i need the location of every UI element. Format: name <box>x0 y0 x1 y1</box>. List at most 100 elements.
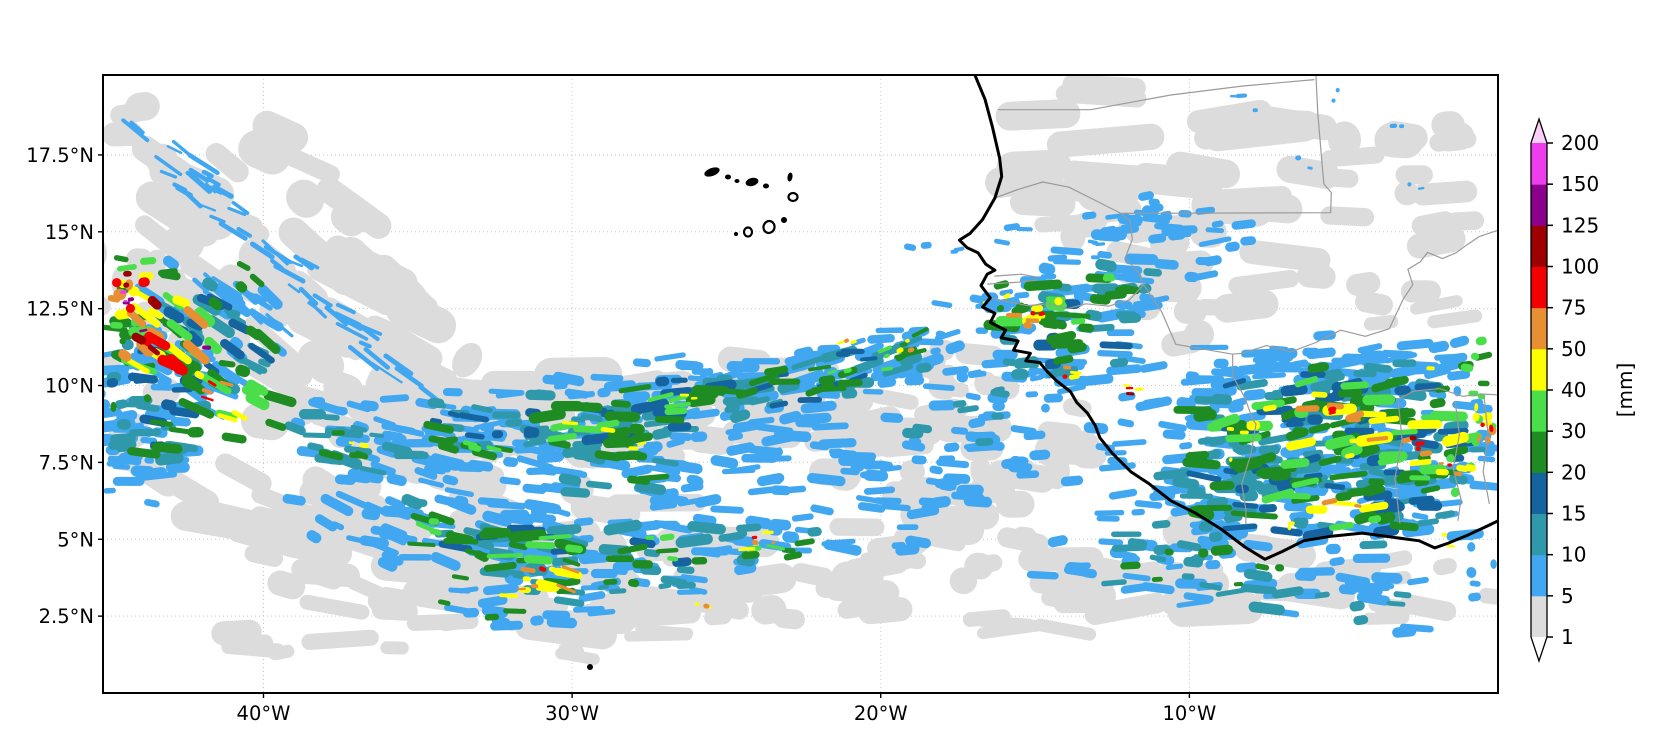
precip-blob <box>629 423 645 435</box>
precip-blob <box>1095 242 1106 247</box>
precip-blob <box>1029 374 1044 382</box>
precip-blob <box>939 483 954 492</box>
precip-blob <box>1208 436 1226 447</box>
precip-blob <box>278 217 361 296</box>
precip-blob <box>1477 455 1496 463</box>
precip-blob <box>1122 572 1151 582</box>
precip-blob <box>877 345 892 354</box>
precip-blob <box>1160 210 1172 218</box>
precip-blob <box>995 315 1024 327</box>
precip-blob <box>547 432 577 443</box>
colorbar-segment <box>1531 225 1547 267</box>
precip-blob <box>170 416 191 427</box>
country-border <box>990 181 1145 310</box>
precip-blob <box>116 264 137 272</box>
precip-blob <box>920 241 932 249</box>
precip-blob <box>1248 601 1285 616</box>
precip-blob <box>1419 450 1433 457</box>
precip-blob <box>691 557 708 565</box>
precip-blob <box>770 485 791 496</box>
precip-blob <box>482 583 519 596</box>
precip-blob <box>1131 508 1145 516</box>
precip-blob <box>645 535 655 540</box>
precip-blob <box>225 287 244 304</box>
precip-blob <box>1441 532 1448 537</box>
precip-blob <box>741 550 760 560</box>
precip-blob <box>879 461 894 472</box>
precip-blob <box>200 373 232 395</box>
precip-blob <box>596 419 620 430</box>
precip-blob <box>759 476 783 485</box>
precip-blob <box>299 257 320 270</box>
precip-blob <box>1311 391 1328 398</box>
precip-blob <box>1280 383 1308 397</box>
precip-blob <box>1448 474 1468 485</box>
precip-blob <box>806 472 846 487</box>
country-border <box>998 79 1315 111</box>
precip-blob <box>128 428 162 437</box>
island <box>704 167 720 177</box>
precip-blob <box>1151 520 1171 529</box>
precip-blob <box>1186 470 1222 483</box>
precip-blob <box>808 364 832 372</box>
precip-blob <box>727 432 744 441</box>
precip-blob <box>423 420 454 434</box>
precip-blob <box>516 455 555 471</box>
precip-blob <box>935 330 946 339</box>
precip-blob <box>1211 220 1224 228</box>
precip-blob <box>1222 378 1247 389</box>
precip-blob <box>1329 556 1345 567</box>
precip-blob <box>112 278 122 288</box>
island <box>734 179 740 183</box>
colorbar-tick-label: 40 <box>1561 378 1586 402</box>
precip-blob <box>154 154 183 177</box>
precip-blob <box>1335 491 1352 502</box>
precip-blob <box>1040 273 1057 280</box>
precip-blob <box>202 345 212 350</box>
precip-blob <box>147 295 162 310</box>
precip-blob <box>1111 531 1142 537</box>
precip-blob <box>312 293 333 308</box>
precip-blob <box>1321 497 1338 506</box>
precip-blob <box>1108 488 1138 500</box>
precip-blob <box>1318 455 1342 467</box>
precip-blob <box>1490 559 1497 569</box>
country-border <box>1452 400 1462 521</box>
precip-blob <box>348 441 354 445</box>
precip-blob <box>1467 542 1476 552</box>
precip-blob <box>127 446 161 459</box>
precip-blob <box>1355 291 1394 316</box>
precip-blob <box>1325 543 1341 555</box>
precip-blob <box>168 426 202 436</box>
precip-blob <box>1469 446 1487 453</box>
island <box>762 219 776 235</box>
precip-blob <box>811 422 849 431</box>
precip-blob <box>1390 428 1418 436</box>
colorbar-segment <box>1531 472 1547 514</box>
precip-blob <box>1023 279 1063 292</box>
precip-blob <box>884 353 890 359</box>
precip-blob <box>632 358 651 368</box>
precip-blob <box>1186 99 1272 133</box>
precip-blob <box>330 201 368 237</box>
precip-blob <box>552 371 585 387</box>
precip-blob <box>928 400 956 411</box>
precip-blob <box>1474 403 1479 412</box>
precip-blob <box>118 349 132 362</box>
precip-blob <box>273 263 306 284</box>
precip-blob <box>703 603 710 609</box>
precip-blob <box>1087 239 1098 245</box>
precip-blob <box>381 441 413 456</box>
precip-blob <box>1209 385 1236 397</box>
precip-blob <box>430 400 447 409</box>
precip-blob <box>1015 226 1033 232</box>
precip-blob <box>236 261 251 271</box>
precip-blob <box>1226 426 1235 432</box>
precip-blob <box>1431 111 1465 139</box>
precip-blob <box>1267 361 1302 373</box>
precip-blob <box>948 502 1000 531</box>
precip-blob <box>530 615 544 626</box>
precip-blob <box>1213 358 1229 369</box>
precip-blob <box>520 566 536 574</box>
precip-blob <box>1363 362 1392 374</box>
